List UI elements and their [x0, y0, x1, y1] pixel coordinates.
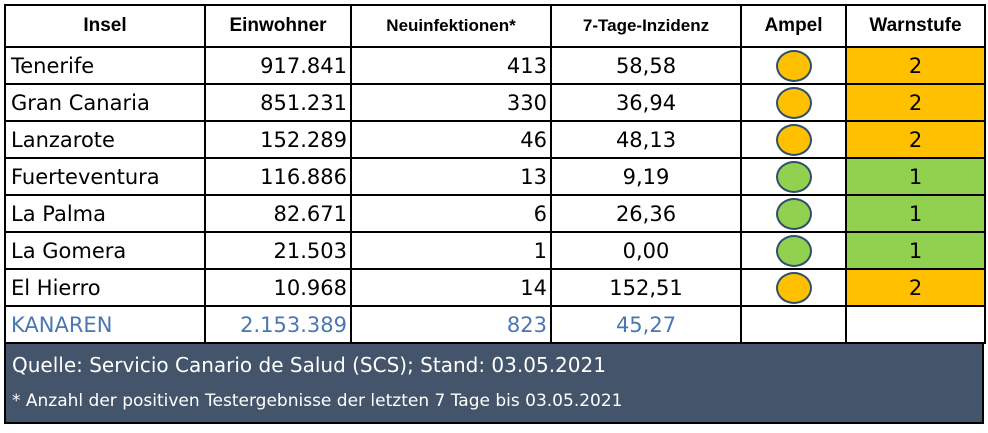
ampel-orange-icon: [775, 123, 812, 156]
ampel-orange-icon: [775, 271, 812, 304]
total-einwohner: 2.153.389: [204, 305, 352, 344]
cell-warnstufe: 2: [845, 46, 986, 85]
cell-warnstufe: 1: [845, 157, 986, 196]
cell-warnstufe: 1: [845, 231, 986, 270]
table-row: Tenerife 917.841 413 58,58 2: [4, 46, 986, 85]
cell-ampel: [740, 120, 847, 159]
cell-ampel: [740, 46, 847, 85]
cell-insel: La Gomera: [4, 231, 206, 270]
header-warnstufe: Warnstufe: [845, 4, 986, 48]
cell-ampel: [740, 231, 847, 270]
cell-neuinfektionen: 1: [350, 231, 552, 270]
table-row: La Gomera 21.503 1 0,00 1: [4, 231, 986, 270]
ampel-green-icon: [775, 160, 812, 193]
cell-inzidenz: 26,36: [550, 194, 742, 233]
cell-inzidenz: 0,00: [550, 231, 742, 270]
cell-einwohner: 10.968: [204, 268, 352, 307]
cell-neuinfektionen: 13: [350, 157, 552, 196]
cell-inzidenz: 36,94: [550, 83, 742, 122]
header-ampel: Ampel: [740, 4, 847, 48]
source-footer: Quelle: Servicio Canario de Salud (SCS);…: [4, 344, 984, 424]
cell-warnstufe: 1: [845, 194, 986, 233]
header-neuinfektionen: Neuinfektionen*: [350, 4, 552, 48]
cell-insel: Gran Canaria: [4, 83, 206, 122]
cell-ampel: [740, 268, 847, 307]
total-ampel-empty: [740, 305, 847, 344]
header-einwohner: Einwohner: [204, 4, 352, 48]
cell-inzidenz: 152,51: [550, 268, 742, 307]
cell-einwohner: 116.886: [204, 157, 352, 196]
cell-inzidenz: 58,58: [550, 46, 742, 85]
cell-insel: Lanzarote: [4, 120, 206, 159]
cell-warnstufe: 2: [845, 83, 986, 122]
header-row: Insel Einwohner Neuinfektionen* 7-Tage-I…: [4, 4, 986, 48]
table-row: Fuerteventura 116.886 13 9,19 1: [4, 157, 986, 196]
header-inzidenz: 7-Tage-Inzidenz: [550, 4, 742, 48]
cell-insel: El Hierro: [4, 268, 206, 307]
cell-inzidenz: 48,13: [550, 120, 742, 159]
cell-ampel: [740, 83, 847, 122]
cell-insel: Fuerteventura: [4, 157, 206, 196]
table-row: El Hierro 10.968 14 152,51 2: [4, 268, 986, 307]
header-insel: Insel: [4, 4, 206, 48]
cell-einwohner: 21.503: [204, 231, 352, 270]
cell-einwohner: 917.841: [204, 46, 352, 85]
source-text: Quelle: Servicio Canario de Salud (SCS);…: [12, 353, 606, 377]
table-body: Tenerife 917.841 413 58,58 2 Gran Canaria 851.…: [4, 46, 986, 344]
cell-insel: La Palma: [4, 194, 206, 233]
covid-table-container: Insel Einwohner Neuinfektionen* 7-Tage-I…: [4, 4, 986, 430]
cell-neuinfektionen: 413: [350, 46, 552, 85]
table-row: Lanzarote 152.289 46 48,13 2: [4, 120, 986, 159]
total-inzidenz: 45,27: [550, 305, 742, 344]
cell-neuinfektionen: 330: [350, 83, 552, 122]
total-warnstufe-empty: [845, 305, 986, 344]
cell-einwohner: 152.289: [204, 120, 352, 159]
total-insel: KANAREN: [4, 305, 206, 344]
cell-ampel: [740, 194, 847, 233]
cell-insel: Tenerife: [4, 46, 206, 85]
cell-neuinfektionen: 14: [350, 268, 552, 307]
cell-inzidenz: 9,19: [550, 157, 742, 196]
ampel-green-icon: [775, 197, 812, 230]
table-row: La Palma 82.671 6 26,36 1: [4, 194, 986, 233]
cell-einwohner: 851.231: [204, 83, 352, 122]
cell-ampel: [740, 157, 847, 196]
table-row: Gran Canaria 851.231 330 36,94 2: [4, 83, 986, 122]
ampel-green-icon: [775, 234, 812, 267]
cell-warnstufe: 2: [845, 120, 986, 159]
total-neuinfektionen: 823: [350, 305, 552, 344]
cell-neuinfektionen: 6: [350, 194, 552, 233]
cell-neuinfektionen: 46: [350, 120, 552, 159]
total-row: KANAREN 2.153.389 823 45,27: [4, 305, 986, 344]
footnote-text: * Anzahl der positiven Testergebnisse de…: [12, 391, 623, 411]
ampel-orange-icon: [775, 49, 812, 82]
cell-warnstufe: 2: [845, 268, 986, 307]
ampel-orange-icon: [775, 86, 812, 119]
cell-einwohner: 82.671: [204, 194, 352, 233]
covid-table: Insel Einwohner Neuinfektionen* 7-Tage-I…: [4, 4, 986, 344]
